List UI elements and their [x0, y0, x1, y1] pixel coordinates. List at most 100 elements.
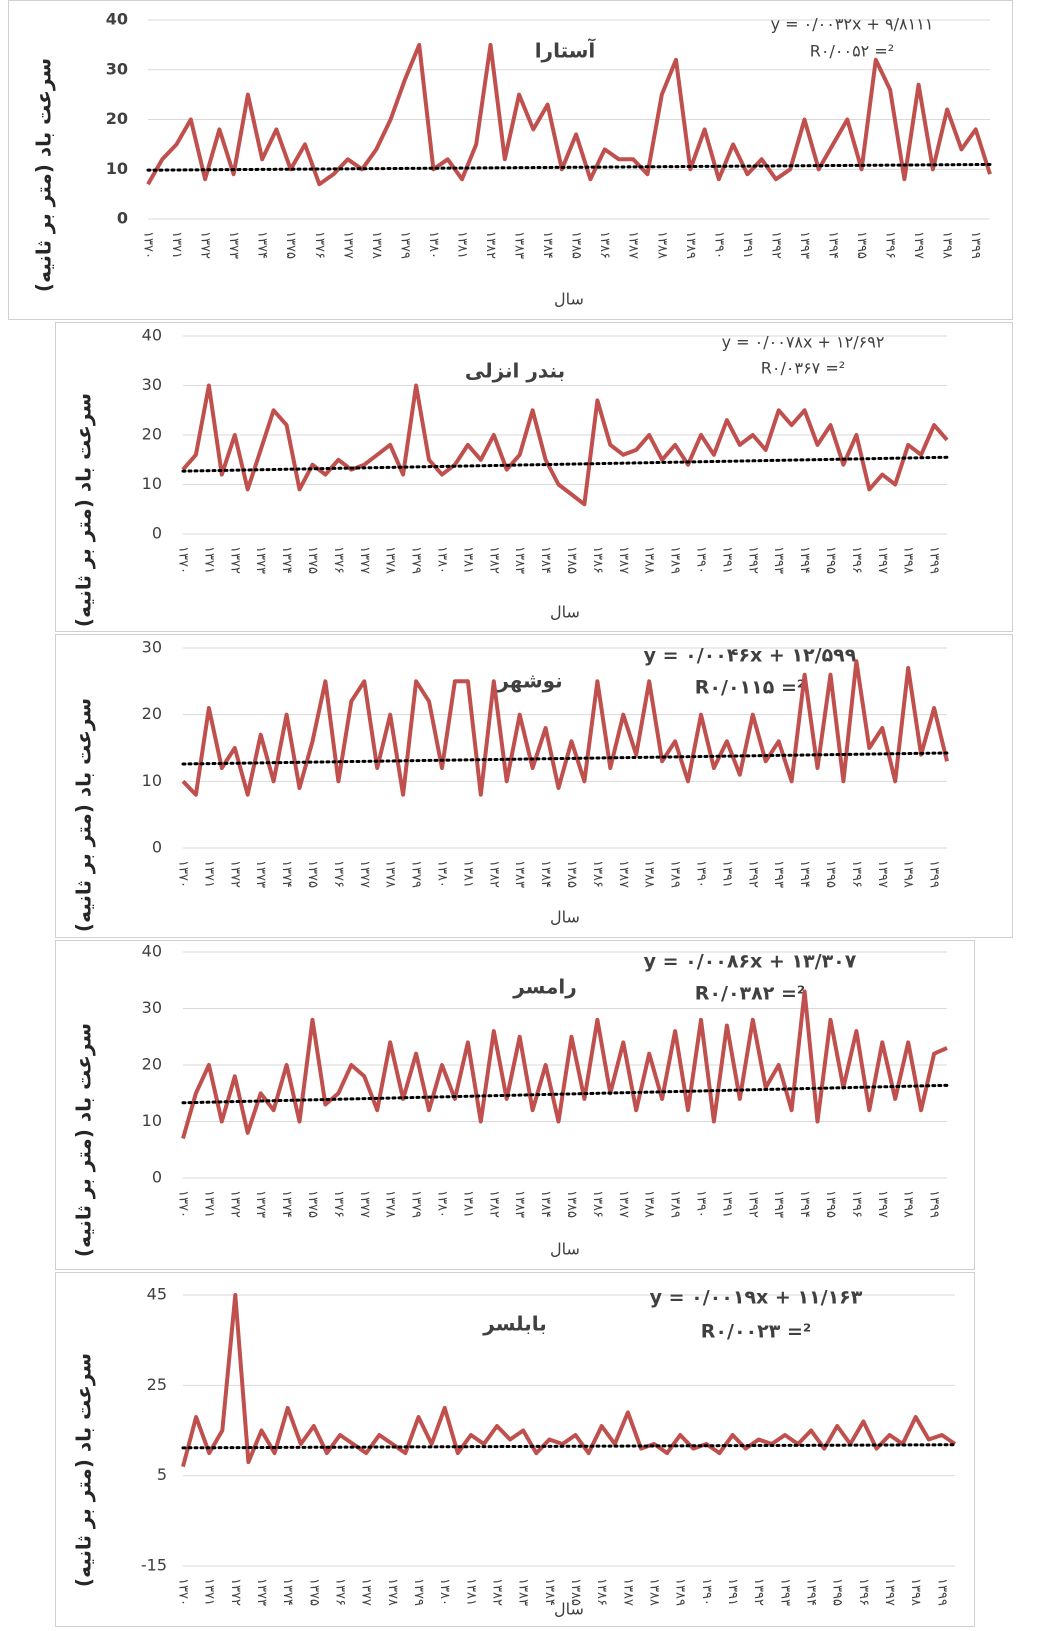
- x-tick-label: ۱۳۷۶: [333, 1578, 348, 1606]
- x-tick-label: ۱۳۸۴: [538, 860, 553, 888]
- x-tick-label: ۱۳۷۱: [201, 860, 216, 888]
- x-tick-label: ۱۳۸۷: [620, 1578, 635, 1606]
- x-tick-label: ۱۳۷۶: [312, 231, 327, 259]
- x-tick-label: ۱۳۷۴: [279, 860, 294, 888]
- y-tick-label: 0: [152, 524, 162, 543]
- y-tick-label: 10: [142, 771, 162, 790]
- trend-line: [146, 162, 992, 172]
- trend-line: [181, 455, 949, 473]
- y-tick-label: 40: [106, 10, 128, 29]
- x-tick-label: ۱۳۷۴: [279, 1190, 294, 1218]
- y-tick-label: 30: [106, 59, 128, 78]
- x-tick-label: ۱۳۷۹: [397, 231, 412, 259]
- trend-line: [181, 751, 949, 766]
- x-tick-label: ۱۳۹۱: [719, 860, 734, 888]
- x-tick-label: ۱۳۷۶: [331, 546, 346, 574]
- chart-title: نوشهر: [496, 669, 562, 693]
- chart-panel: -15 5 25 45 ۱۳۷۰ ۱۳۷۱ ۱۳۷۲ ۱۳۷۳ ۱۳۷۴ ۱۳۷۵ ۱۳۷۶ ۱۳۷۷…: [55, 1272, 975, 1627]
- x-tick-label: ۱۳۸۴: [540, 231, 555, 259]
- y-tick-label: 30: [142, 375, 162, 394]
- x-tick-label: ۱۳۹۶: [883, 231, 898, 259]
- x-tick-label: ۱۳۷۰: [176, 546, 191, 574]
- x-tick-label: ۱۳۷۵: [306, 1578, 321, 1606]
- x-tick-label: ۱۳۷۱: [169, 231, 184, 259]
- x-tick-label: ۱۳۷۷: [357, 860, 372, 888]
- x-tick-label: ۱۳۷۷: [359, 1578, 374, 1606]
- trend-equation: y = ۰/۰۰۷۸x + ۱۲/۶۹۲: [722, 333, 885, 352]
- y-tick-label: 40: [142, 942, 162, 961]
- x-tick-label: ۱۳۹۴: [826, 231, 841, 259]
- x-tick-label: ۱۳۸۹: [668, 860, 683, 888]
- x-tick-label: ۱۳۸۰: [426, 231, 441, 259]
- x-tick-label: ۱۳۹۸: [908, 1578, 923, 1606]
- x-tick-label: ۱۳۹۰: [699, 1578, 714, 1606]
- x-tick-label: ۱۳۸۱: [460, 1190, 475, 1218]
- x-tick-label: ۱۳۸۰: [434, 546, 449, 574]
- x-tick-label: ۱۳۹۳: [771, 546, 786, 574]
- x-tick-label: ۱۳۸۹: [683, 231, 698, 259]
- x-tick-label: ۱۳۹۵: [830, 1578, 845, 1606]
- x-tick-label: ۱۳۹۰: [693, 546, 708, 574]
- y-tick-label: 10: [142, 474, 162, 493]
- x-tick-label: ۱۳۸۳: [512, 860, 527, 888]
- x-tick-label: ۱۳۹۴: [797, 1190, 812, 1218]
- r-squared: R۰/۰۳۸۲ =²: [695, 983, 805, 1005]
- y-tick-label: 0: [117, 209, 128, 228]
- trend-line: [181, 1083, 949, 1105]
- x-tick-label: ۱۳۷۴: [255, 231, 270, 259]
- x-tick-label: ۱۳۸۱: [463, 1578, 478, 1606]
- y-tick-label: 45: [147, 1285, 167, 1304]
- y-tick-label: -15: [141, 1556, 167, 1575]
- x-tick-label: ۱۳۸۴: [538, 546, 553, 574]
- x-tick-label: ۱۳۹۳: [797, 231, 812, 259]
- y-tick-label: 5: [157, 1465, 167, 1484]
- x-tick-label: ۱۳۸۲: [486, 546, 501, 574]
- x-tick-label: ۱۳۹۸: [901, 860, 916, 888]
- x-tick-label: ۱۳۸۵: [564, 860, 579, 888]
- x-tick-label: ۱۳۹۷: [875, 1190, 890, 1218]
- x-tick-label: ۱۳۹۸: [940, 231, 955, 259]
- panel-border: [55, 322, 1013, 632]
- x-tick-label: ۱۳۹۶: [849, 860, 864, 888]
- x-tick-label: ۱۳۷۵: [305, 1190, 320, 1218]
- x-tick-label: ۱۳۷۳: [253, 546, 268, 574]
- x-tick-label: ۱۳۹۷: [875, 860, 890, 888]
- x-tick-label: ۱۳۹۲: [751, 1578, 766, 1606]
- x-tick-label: ۱۳۸۸: [642, 1190, 657, 1218]
- y-tick-label: 20: [106, 109, 128, 128]
- x-tick-label: ۱۳۷۷: [357, 546, 372, 574]
- trend-equation: y = ۰/۰۰۸۶x + ۱۳/۳۰۷: [644, 951, 857, 973]
- x-tick-label: ۱۳۷۰: [176, 1190, 191, 1218]
- x-tick-label: ۱۳۷۵: [305, 860, 320, 888]
- x-axis-label: سال: [550, 908, 580, 927]
- x-tick-label: ۱۳۷۶: [331, 1190, 346, 1218]
- x-tick-label: ۱۳۹۰: [711, 231, 726, 259]
- x-tick-label: ۱۳۹۷: [875, 546, 890, 574]
- x-tick-label: ۱۳۸۵: [568, 1578, 583, 1606]
- y-tick-label: 10: [142, 1111, 162, 1130]
- x-tick-label: ۱۳۹۶: [856, 1578, 871, 1606]
- x-tick-label: ۱۳۹۹: [934, 1578, 949, 1606]
- x-tick-label: ۱۳۹۳: [771, 860, 786, 888]
- chart-title: بابلسر: [482, 1312, 547, 1336]
- x-tick-label: ۱۳۷۲: [227, 860, 242, 888]
- x-tick-label: ۱۳۹۲: [768, 231, 783, 259]
- x-tick-label: ۱۳۹۸: [901, 1190, 916, 1218]
- trend-line: [181, 1443, 957, 1450]
- y-tick-label: 25: [147, 1375, 167, 1394]
- r-squared: R۰/۰۳۶۷ =²: [761, 359, 845, 378]
- x-tick-label: ۱۳۸۴: [538, 1190, 553, 1218]
- x-tick-label: ۱۳۹۶: [849, 546, 864, 574]
- x-tick-label: ۱۳۷۹: [409, 1190, 424, 1218]
- x-tick-label: ۱۳۸۲: [483, 231, 498, 259]
- x-tick-label: ۱۳۹۶: [849, 1190, 864, 1218]
- x-tick-label: ۱۳۷۵: [283, 231, 298, 259]
- r-squared: R۰/۰۰۲۳ =²: [701, 1321, 811, 1343]
- x-tick-label: ۱۳۸۶: [590, 546, 605, 574]
- x-tick-label: ۱۳۷۵: [305, 546, 320, 574]
- x-tick-label: ۱۳۸۷: [616, 1190, 631, 1218]
- x-tick-label: ۱۳۸۷: [616, 860, 631, 888]
- y-axis-label: سرعت باد (متر بر ثانیه): [32, 58, 56, 292]
- x-tick-label: ۱۳۹۲: [745, 860, 760, 888]
- x-axis-label: سال: [554, 1600, 584, 1619]
